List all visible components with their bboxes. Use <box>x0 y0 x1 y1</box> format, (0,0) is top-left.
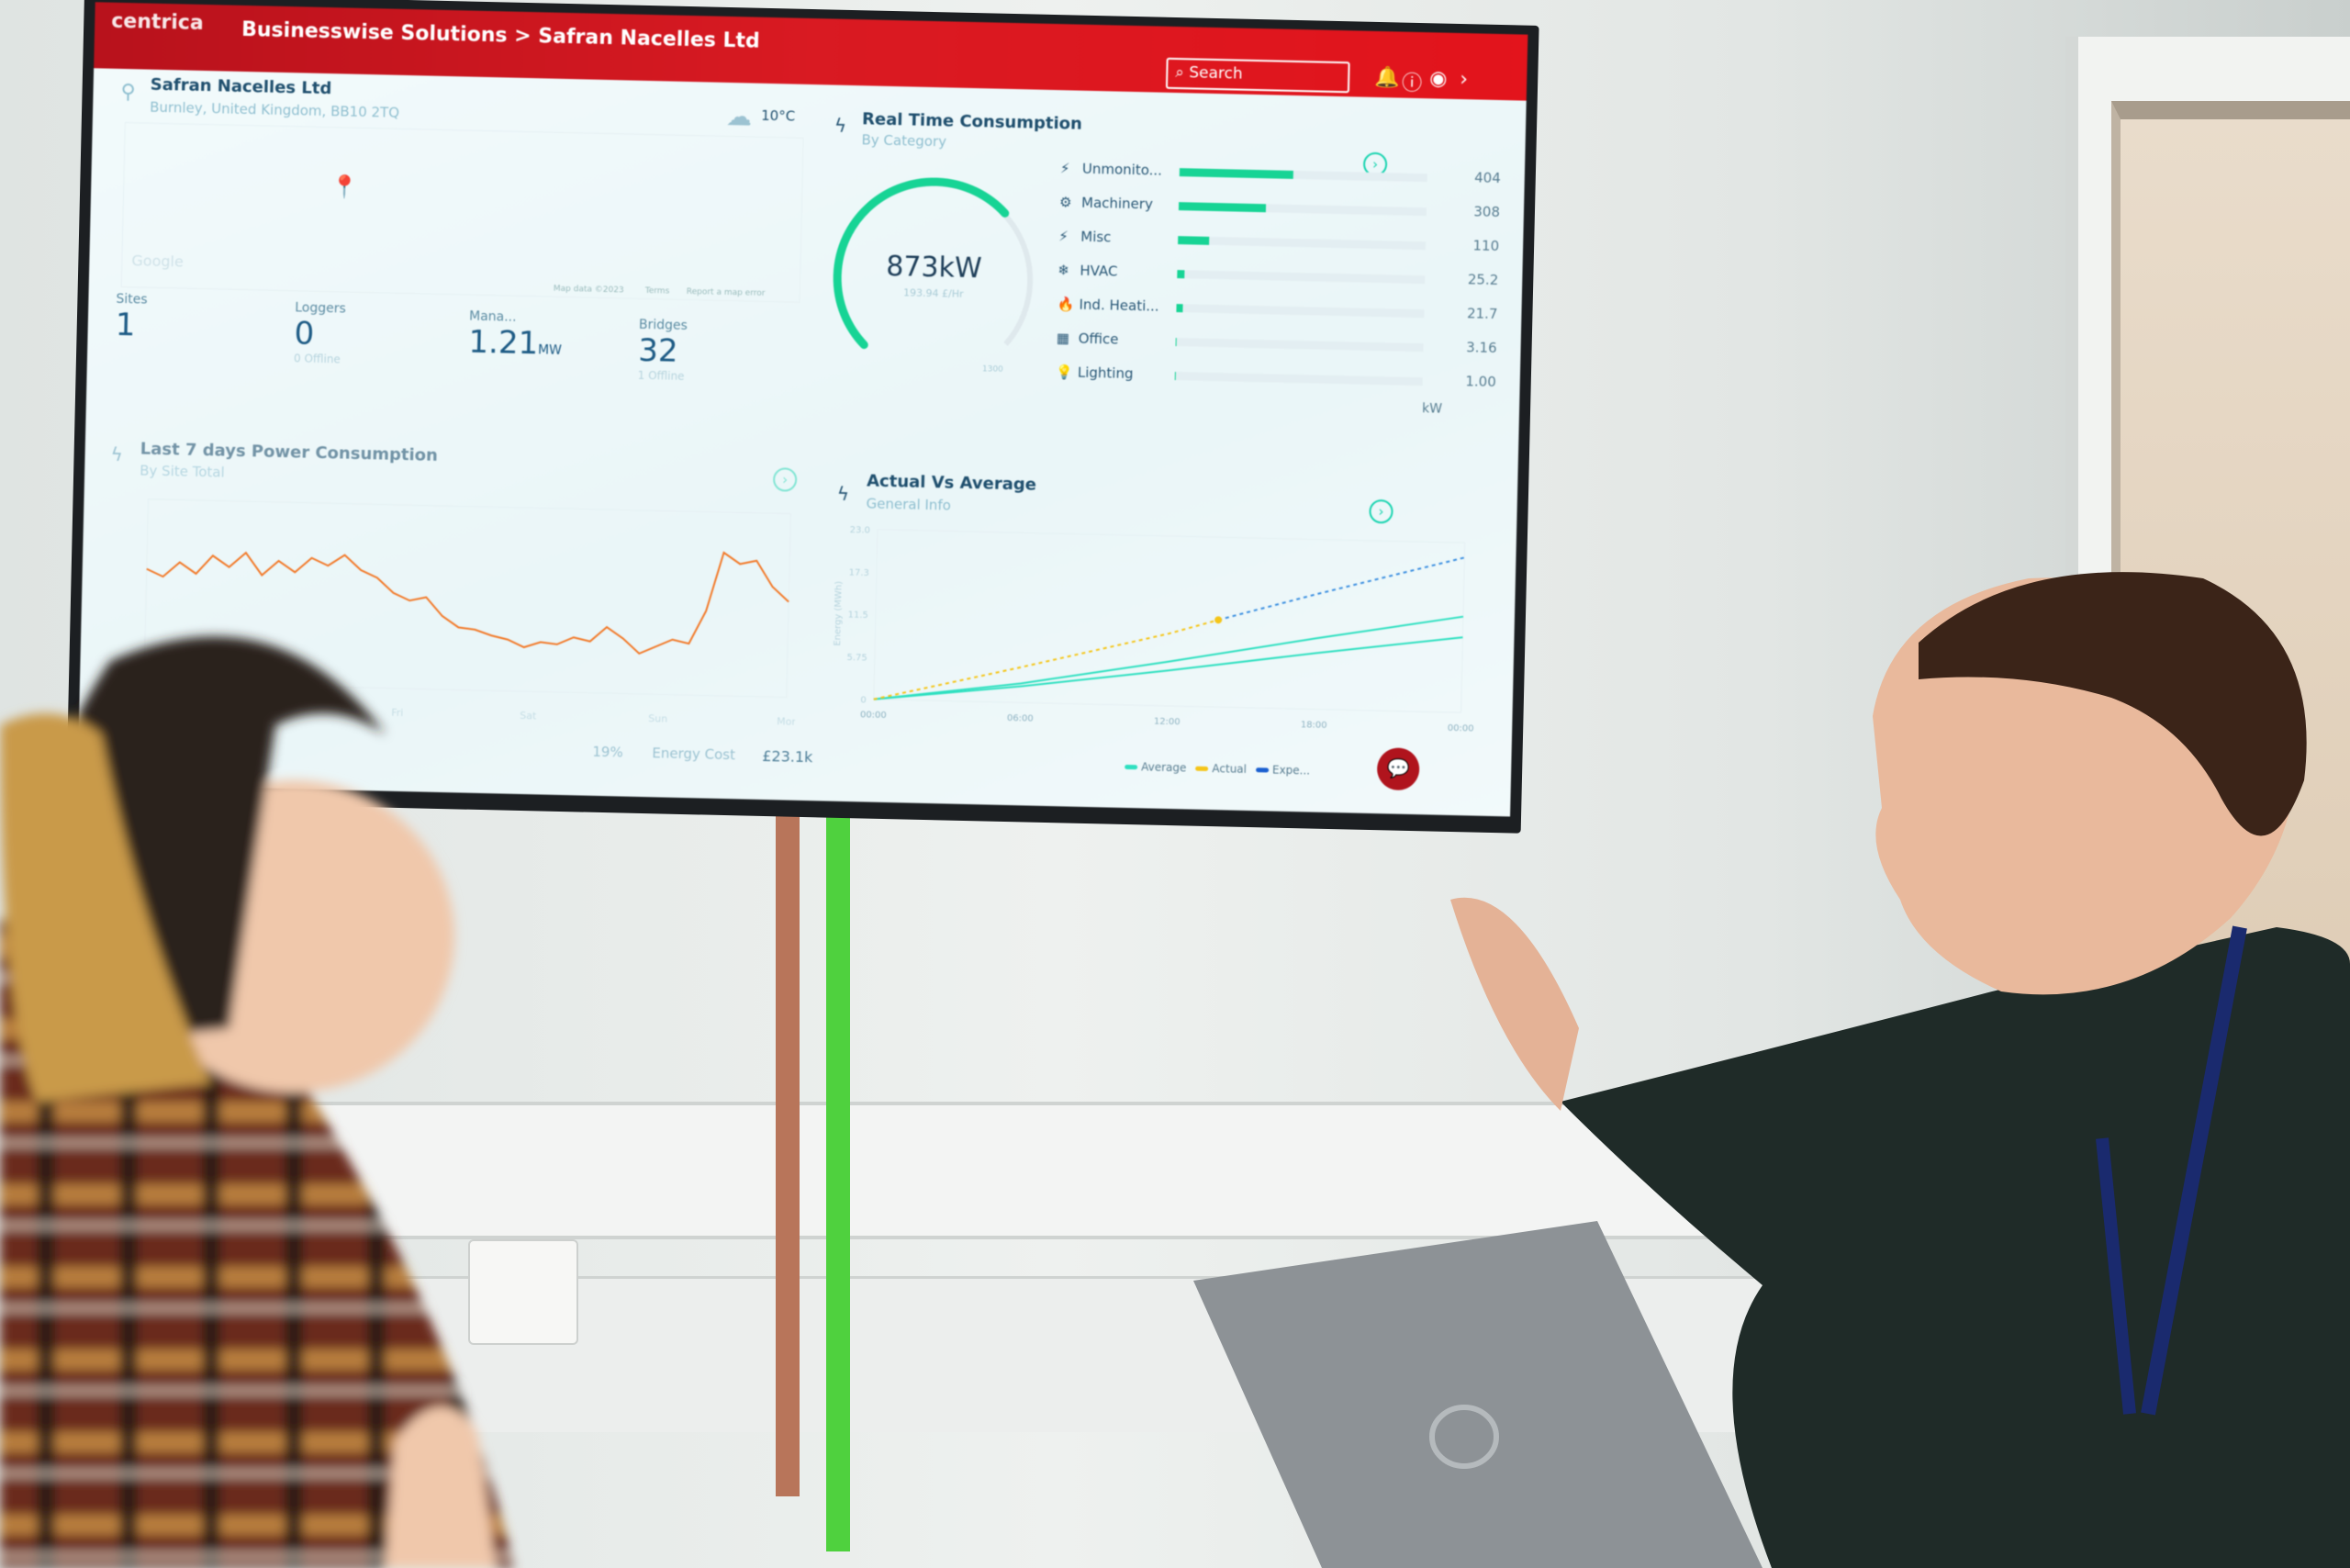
plot-area <box>143 498 791 699</box>
series-actual-line <box>873 619 1219 700</box>
x-tick-label: 06:00 <box>1007 713 1034 724</box>
wall-monitor: centrica Businesswise Solutions > Safran… <box>66 0 1539 834</box>
laptop <box>1193 1221 1762 1568</box>
green-cable-tape <box>826 799 850 1551</box>
series-average-line <box>873 615 1464 700</box>
consumption-gauge: 873kW 193.94 £/Hr 1300 <box>833 177 1034 375</box>
woman-left <box>0 636 514 1568</box>
y-tick-label: 0 <box>860 695 867 705</box>
x-tick-label: Mon <box>777 715 799 728</box>
actual-current-point <box>1214 616 1223 624</box>
actual-vs-average-chart: 0 5.75 11.5 17.3 23.0 00:00 06:00 12:00 18:00 00:… <box>833 525 1474 734</box>
y-tick-label: 11.5 <box>847 610 868 622</box>
x-tick-label: 00:00 <box>860 710 887 721</box>
dashboard-display: centrica Businesswise Solutions > Safran… <box>77 2 1528 817</box>
y-axis-label: Energy (MWh) <box>833 581 845 646</box>
man-right <box>1450 572 2350 1568</box>
gauge-fill <box>833 177 1010 350</box>
y-tick-label: 17.3 <box>848 567 869 578</box>
x-tick-label: Sun <box>648 712 667 724</box>
plot-area <box>873 529 1466 713</box>
brown-cable-tape <box>776 799 800 1496</box>
x-tick-label: Sat <box>520 710 537 722</box>
wall-socket <box>468 1239 578 1345</box>
x-tick-label: Fri <box>391 707 403 719</box>
power-series-line <box>146 551 789 655</box>
y-tick-label: 23.0 <box>850 525 871 536</box>
gauge-max: 1300 <box>982 364 1003 375</box>
gauge-total: 873kW <box>886 251 982 285</box>
series-average-line <box>873 636 1463 700</box>
gauge-rate: 193.94 £/Hr <box>903 286 964 299</box>
y-tick-label: 5.75 <box>846 653 867 664</box>
x-tick-label: 00:00 <box>1448 723 1474 734</box>
x-tick-label: 18:00 <box>1301 720 1327 731</box>
x-tick-label: 12:00 <box>1154 717 1181 728</box>
